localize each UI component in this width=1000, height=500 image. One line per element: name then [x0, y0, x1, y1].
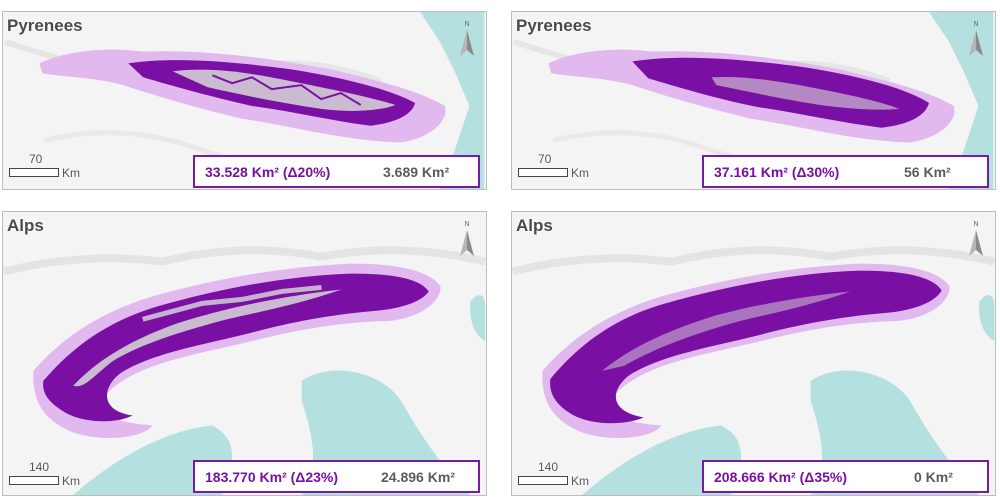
north-label: N	[464, 221, 469, 228]
area-value: 183.770 Km² (Δ23%)	[205, 468, 339, 485]
north-label: N	[973, 21, 978, 28]
panel-title: Alps	[516, 216, 553, 235]
loss-value: 56 Km²	[904, 163, 951, 180]
panel-title: Pyrenees	[516, 16, 592, 35]
north-arrow-icon: N	[969, 221, 983, 256]
scale-rect	[9, 476, 59, 485]
scale-unit: Km	[571, 166, 589, 180]
scale-value: 140	[538, 460, 559, 474]
north-label: N	[464, 21, 469, 28]
panel-title: Pyrenees	[7, 16, 83, 35]
map-panel-alps-1: Alps N 140 Km 183.770 Km² (Δ23%) 24.896 …	[2, 211, 487, 496]
north-arrow-icon: N	[460, 221, 474, 256]
scale-bar: 70 Km	[518, 152, 628, 186]
north-arrow-icon: N	[969, 21, 983, 56]
loss-value: 0 Km²	[914, 468, 953, 485]
scale-unit: Km	[571, 474, 589, 488]
scale-unit: Km	[62, 474, 80, 488]
scale-bar: 140 Km	[518, 460, 628, 494]
area-info-box: 183.770 Km² (Δ23%) 24.896 Km²	[193, 460, 480, 493]
terrain-map	[512, 212, 995, 495]
terrain-map	[3, 212, 486, 495]
north-label: N	[973, 221, 978, 228]
scale-unit: Km	[62, 166, 80, 180]
north-arrow-icon: N	[460, 21, 474, 56]
scale-rect	[9, 168, 59, 177]
scale-rect	[518, 476, 568, 485]
area-value: 208.666 Km² (Δ35%)	[714, 468, 848, 485]
map-panel-alps-2: Alps N 140 Km 208.666 Km² (Δ35%) 0 Km²	[511, 211, 996, 496]
scale-value: 70	[29, 152, 43, 166]
panel-title: Alps	[7, 216, 44, 235]
scale-bar: 70 Km	[9, 152, 119, 186]
map-panel-pyrenees-1: Pyrenees N 70 Km 33.528 Km² (Δ20%) 3.689…	[2, 11, 487, 190]
area-value: 37.161 Km² (Δ30%)	[714, 163, 840, 180]
loss-value: 24.896 Km²	[381, 468, 455, 485]
scale-rect	[518, 168, 568, 177]
area-value: 33.528 Km² (Δ20%)	[205, 163, 331, 180]
scale-value: 140	[29, 460, 50, 474]
loss-value: 3.689 Km²	[383, 163, 450, 180]
area-info-box: 208.666 Km² (Δ35%) 0 Km²	[702, 460, 989, 493]
map-panel-pyrenees-2: Pyrenees N 70 Km 37.161 Km² (Δ30%) 56 Km…	[511, 11, 996, 190]
scale-value: 70	[538, 152, 552, 166]
area-info-box: 33.528 Km² (Δ20%) 3.689 Km²	[193, 155, 480, 188]
scale-bar: 140 Km	[9, 460, 119, 494]
area-info-box: 37.161 Km² (Δ30%) 56 Km²	[702, 155, 989, 188]
